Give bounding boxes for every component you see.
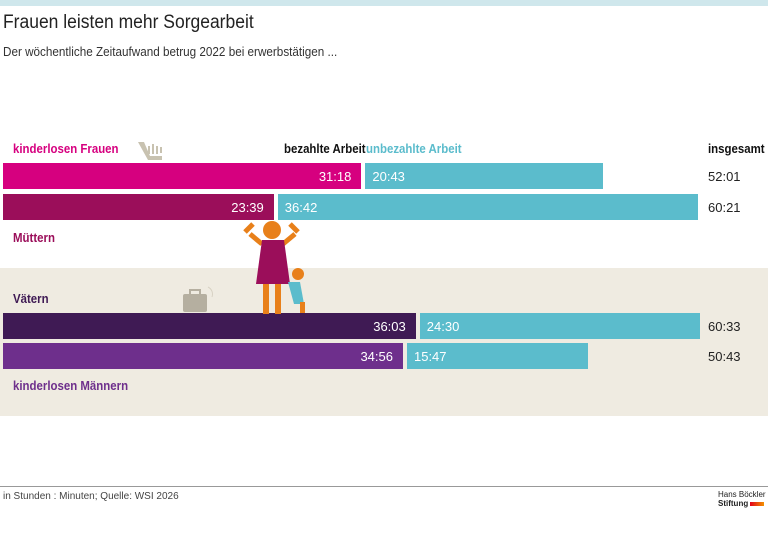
footer-divider (0, 486, 768, 487)
subtitle: Der wöchentliche Zeitaufwand betrug 2022… (3, 44, 338, 59)
mother-child-figure (243, 221, 305, 314)
top-stripe (0, 0, 768, 6)
total-value: 50:43 (708, 349, 741, 364)
logo-text-2: Stiftung (718, 499, 766, 508)
row-label: Vätern (13, 291, 49, 306)
bar-unpaid: 36:42 (277, 194, 698, 220)
chair-icon (138, 142, 162, 160)
bar-unpaid: 24:30 (419, 313, 701, 339)
legend-paid: bezahlte Arbeit (284, 141, 366, 156)
legend-unpaid: unbezahlte Arbeit (366, 141, 462, 156)
legend-total: insgesamt (708, 141, 765, 156)
men-background-band (0, 268, 768, 416)
page-title: Frauen leisten mehr Sorgearbeit (3, 12, 254, 33)
bar-paid: 36:03 (3, 313, 416, 339)
bar-paid: 23:39 (3, 194, 274, 220)
briefcase-icon (183, 286, 213, 312)
bar-unpaid: 15:47 (406, 343, 588, 369)
row-label: kinderlosen Männern (13, 378, 129, 393)
total-value: 52:01 (708, 169, 741, 184)
total-value: 60:21 (708, 200, 741, 215)
source-note: in Stunden : Minuten; Quelle: WSI 2026 (3, 491, 179, 502)
row-label: Müttern (13, 230, 55, 245)
logo-text-1: Hans Böckler (718, 490, 766, 499)
hbs-logo: Hans Böckler Stiftung (718, 490, 766, 508)
row-label: kinderlosen Frauen (13, 141, 119, 156)
total-value: 60:33 (708, 319, 741, 334)
bar-unpaid: 20:43 (365, 163, 603, 189)
bar-paid: 34:56 (3, 343, 403, 369)
bar-paid: 31:18 (3, 163, 362, 189)
